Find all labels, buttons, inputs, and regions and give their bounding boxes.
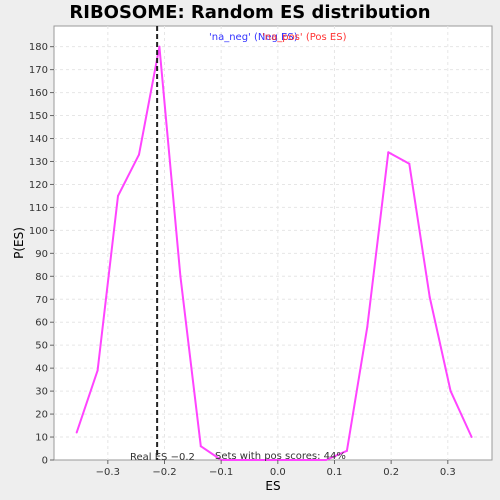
data-point (117, 194, 120, 197)
y-tick-label: 20 (35, 410, 48, 421)
y-tick-label: 160 (29, 88, 48, 99)
y-tick-label: 150 (29, 111, 48, 122)
x-axis-label: ES (265, 479, 280, 493)
grid (54, 26, 492, 460)
series-line (75, 45, 473, 461)
y-tick-label: 10 (35, 433, 48, 444)
data-point (408, 162, 411, 165)
data-point (137, 153, 140, 156)
x-tick-label: 0.2 (383, 467, 399, 478)
y-tick-label: 60 (35, 318, 48, 329)
y-tick-label: 90 (35, 249, 48, 260)
data-point (179, 275, 182, 278)
y-tick-label: 0 (42, 456, 48, 467)
x-tick-label: −0.2 (152, 467, 176, 478)
data-point (428, 295, 431, 298)
y-tick-label: 100 (29, 226, 48, 237)
legend-entry-pos: 'na_pos' (Pos ES) (262, 32, 347, 43)
data-point (96, 369, 99, 372)
y-tick-label: 170 (29, 65, 48, 76)
y-tick-label: 140 (29, 134, 48, 145)
y-tick-label: 80 (35, 272, 48, 283)
plot-area (53, 25, 493, 461)
y-tick-label: 50 (35, 341, 48, 352)
x-axis-ticks: −0.3 −0.2 −0.1 0.0 0.1 0.2 0.3 (96, 460, 456, 478)
x-tick-label: −0.3 (96, 467, 120, 478)
pos-scores-note: Sets with pos scores: 44% (215, 451, 346, 462)
data-point (324, 459, 327, 461)
series-layer (75, 45, 473, 461)
data-point (158, 45, 161, 48)
y-tick-label: 130 (29, 157, 48, 168)
chart-title: RIBOSOME: Random ES distribution (69, 2, 430, 23)
legend-entry-neg: 'na_neg' (Neg ES) (209, 32, 298, 43)
y-tick-label: 30 (35, 387, 48, 398)
y-tick-label: 70 (35, 295, 48, 306)
x-tick-label: 0.0 (270, 467, 286, 478)
data-point (199, 445, 202, 448)
x-tick-label: 0.3 (440, 467, 456, 478)
y-axis-ticks: 0 10 20 30 40 50 60 70 80 90 100 110 120 130 140 150 160… (29, 42, 54, 467)
data-point (387, 151, 390, 154)
y-tick-label: 180 (29, 42, 48, 53)
data-point (470, 436, 473, 439)
y-tick-label: 110 (29, 203, 48, 214)
y-axis-label: P(ES) (12, 227, 26, 259)
x-tick-label: −0.1 (209, 467, 233, 478)
data-point (449, 390, 452, 393)
real-es-label: Real ES −0.2 (130, 452, 195, 463)
y-tick-label: 40 (35, 364, 48, 375)
x-tick-label: 0.1 (327, 467, 343, 478)
data-point (345, 449, 348, 452)
data-point (75, 431, 78, 434)
y-tick-label: 120 (29, 180, 48, 191)
data-point (366, 325, 369, 328)
